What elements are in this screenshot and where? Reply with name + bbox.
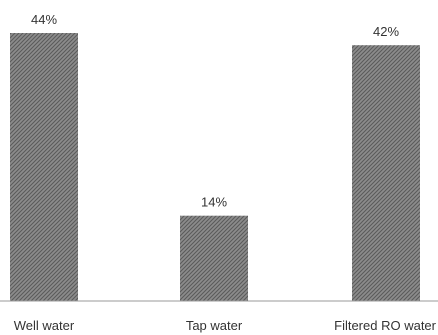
bar-filtered-ro-water — [352, 45, 420, 302]
labels-layer: 44% 14% 42% — [31, 12, 399, 210]
x-tick-label: Filtered RO water — [334, 318, 437, 333]
x-tick-label: Well water — [14, 318, 75, 333]
bar-well-water — [10, 33, 78, 301]
data-label: 44% — [31, 12, 57, 27]
data-label: 14% — [201, 195, 227, 210]
bars-layer — [10, 33, 420, 302]
data-label: 42% — [373, 24, 399, 39]
x-tick-labels: Well water Tap water Filtered RO water — [14, 318, 437, 333]
x-tick-label: Tap water — [186, 318, 243, 333]
bar-tap-water — [180, 215, 248, 301]
